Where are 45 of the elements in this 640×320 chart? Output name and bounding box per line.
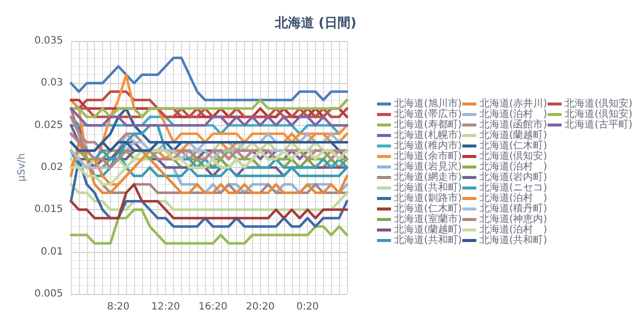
legend-label: 北海道(共和町) xyxy=(479,234,548,246)
legend-label: 北海道(旭川市) xyxy=(394,98,462,110)
x-tick-label: 8:20 xyxy=(107,302,130,312)
legend-label: 北海道(岩内町) xyxy=(479,171,548,183)
legend-label: 北海道(余市町) xyxy=(394,150,462,162)
x-tick-label: 20:20 xyxy=(246,302,275,312)
legend-label: 北海道(共和町) xyxy=(394,182,462,194)
x-tick-label: 16:20 xyxy=(198,302,228,312)
y-tick-label: 0.005 xyxy=(34,288,63,300)
legend-label: 北海道(札幌市) xyxy=(394,129,462,141)
legend-label: 北海道(共和町) xyxy=(394,234,462,246)
legend-label: 北海道(積丹町) xyxy=(479,202,548,214)
legend-label: 北海道(釧路市) xyxy=(394,192,462,204)
y-tick-label: 0.015 xyxy=(34,204,63,216)
legend-label: 北海道(寿都町) xyxy=(394,118,462,130)
legend-label: 北海道(仁木町) xyxy=(479,140,548,152)
legend-label: 北海道(岩見沢) xyxy=(394,160,462,172)
legend-label: 北海道(ニセコ) xyxy=(479,182,548,194)
legend-label: 北海道(泊村 ) xyxy=(479,224,548,236)
legend-label: 北海道(稚内市) xyxy=(394,140,462,152)
legend-label: 北海道(網走市) xyxy=(394,171,462,183)
legend-label: 北海道(泊村 ) xyxy=(479,108,548,120)
legend-label: 北海道(倶知安) xyxy=(479,150,548,162)
legend-label: 北海道(室蘭市) xyxy=(394,213,462,225)
legend-label: 北海道(赤井川) xyxy=(479,98,548,110)
legend-label: 北海道(蘭越町) xyxy=(479,129,548,141)
legend-label: 北海道(神恵内) xyxy=(479,213,548,225)
x-tick-label: 0:20 xyxy=(296,302,319,312)
y-tick-label: 0.01 xyxy=(40,246,63,258)
chart-title: 北海道 (日間) xyxy=(274,16,356,31)
y-axis-title: µSv/h xyxy=(16,153,28,182)
y-tick-label: 0.02 xyxy=(40,162,63,173)
y-tick-label: 0.03 xyxy=(40,78,63,89)
legend-label: 北海道(倶知安) xyxy=(564,98,633,110)
legend-label: 北海道(泊村 ) xyxy=(479,160,548,172)
y-tick-label: 0.025 xyxy=(34,120,63,131)
legend-label: 北海道(帯広市) xyxy=(394,108,462,120)
legend-label: 北海道(倶知安) xyxy=(564,108,633,120)
legend-label: 北海道(古平町) xyxy=(564,118,633,130)
x-tick-label: 12:20 xyxy=(151,302,180,312)
legend-label: 北海道(函館市) xyxy=(479,118,548,130)
legend-label: 北海道(仁木町) xyxy=(394,202,462,214)
legend-label: 北海道(蘭越町) xyxy=(394,224,462,236)
legend-label: 北海道(泊村 ) xyxy=(479,192,548,204)
y-tick-label: 0.035 xyxy=(34,36,63,46)
